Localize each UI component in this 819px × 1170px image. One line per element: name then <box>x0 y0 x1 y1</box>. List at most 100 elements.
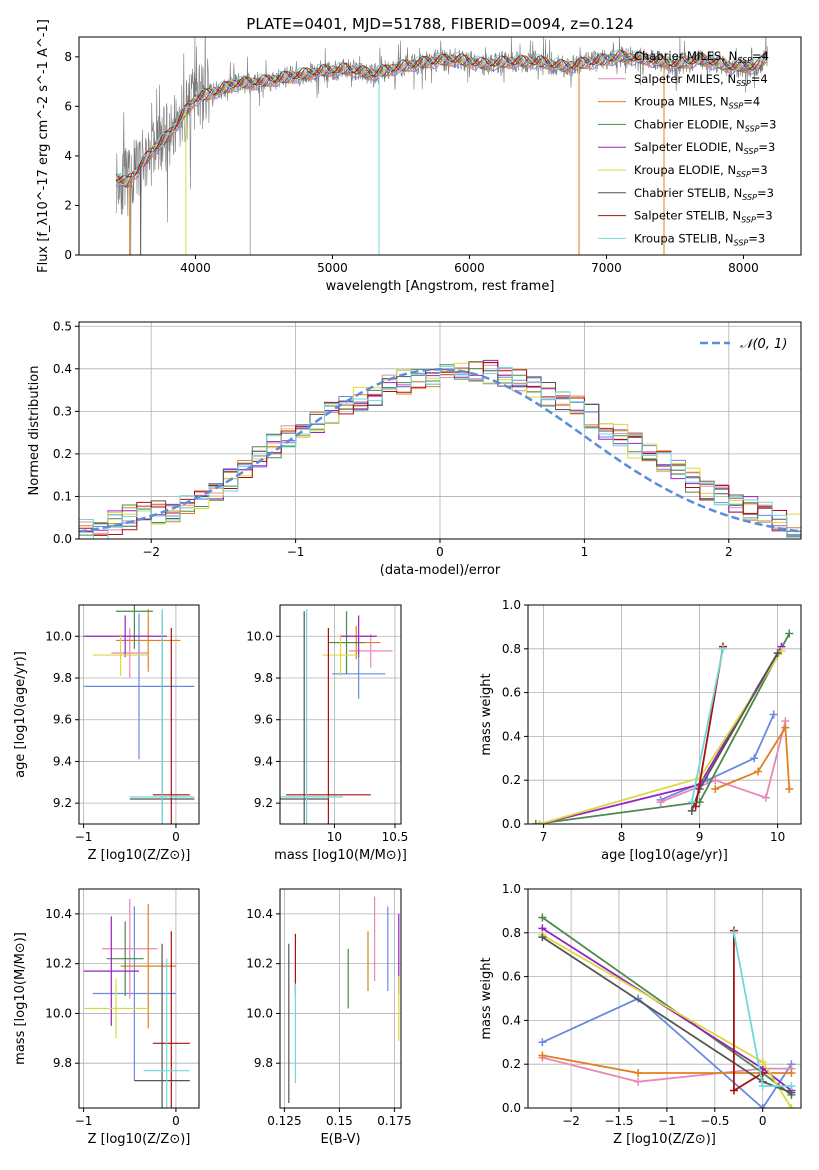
y-tick-label: 0.2 <box>502 1057 521 1071</box>
weight-marker-chabrier_stelib <box>773 649 782 658</box>
plot-area <box>79 359 801 539</box>
z-age-panel: −1 0 9.2 9.4 9.6 9.8 10.0 Z [log10(Z/Z⊙)] age [l… <box>13 604 200 863</box>
x-tick-label: −1 <box>287 545 305 559</box>
x-axis-label: Z [log10(Z/Z⊙)] <box>88 1132 191 1147</box>
weight-line-kroupa_stelib <box>690 648 724 803</box>
spectrum-legend: Chabrier MILES, NSSP=4 Salpeter MILES, NS… <box>598 49 776 247</box>
weight-marker-chabrier_elodie <box>538 913 547 922</box>
x-axis-label: mass [log10(M/M⊙)] <box>274 848 407 863</box>
legend-label-chabrier_stelib: Chabrier STELIB, NSSP=3 <box>634 186 774 202</box>
x-tick-label: 9 <box>696 830 704 844</box>
y-tick-label: 0.0 <box>53 532 72 546</box>
y-tick-label: 1.0 <box>502 882 521 896</box>
y-tick-label: 0.0 <box>502 1101 521 1115</box>
z-mass-panel: −1 0 9.8 10.0 10.2 10.4 Z [log10(Z/Z⊙)] mass [l… <box>13 888 200 1147</box>
y-tick-label: 10.0 <box>45 1006 72 1020</box>
x-tick-label: 8000 <box>728 261 759 275</box>
weight-marker-chabrier_miles <box>750 754 759 763</box>
weight-marker-chabrier_elodie <box>785 629 794 638</box>
y-tick-label: 10.4 <box>246 907 273 921</box>
x-tick-label: −1.5 <box>604 1114 633 1128</box>
weight-marker-salpeter_stelib <box>691 802 700 811</box>
y-tick-label: 1.0 <box>502 598 521 612</box>
residuals-panel: −2 −1 0 1 2 0.0 0.1 0.2 0.3 0.4 0.5 (data-model)/er… <box>27 319 802 578</box>
y-tick-label: 9.2 <box>53 796 72 810</box>
y-tick-label: 0.6 <box>502 970 521 984</box>
figure-title: PLATE=0401, MJD=51788, FIBERID=0094, z=0… <box>246 15 633 33</box>
y-tick-label: 10.0 <box>246 1006 273 1020</box>
axes-frame <box>78 36 802 256</box>
y-tick-label: 0 <box>64 248 72 262</box>
weight-marker-kroupa_miles <box>754 767 763 776</box>
legend-label-kroupa_elodie: Kroupa ELODIE, NSSP=3 <box>634 163 768 179</box>
y-tick-label: 9.8 <box>53 671 72 685</box>
y-axis-label: mass [log10(M/M⊙)] <box>13 932 28 1065</box>
weight-marker-kroupa_miles <box>711 784 720 793</box>
weight-line-salpeter_miles <box>660 720 787 803</box>
y-tick-label: 9.8 <box>254 1056 273 1070</box>
weight-marker-kroupa_stelib <box>787 1082 796 1091</box>
axes-frame <box>279 888 402 1109</box>
weight-marker-kroupa_stelib <box>758 1082 767 1091</box>
axes-frame <box>279 604 402 825</box>
weight-marker-kroupa_miles <box>781 723 790 732</box>
weight-marker-chabrier_miles <box>538 1038 547 1047</box>
x-tick-label: 7000 <box>591 261 622 275</box>
y-axis-label: Normed distribution <box>27 366 42 496</box>
plot-area <box>538 913 796 1108</box>
model-line-kroupa_stelib <box>115 49 768 181</box>
weight-marker-chabrier_stelib <box>538 933 547 942</box>
y-tick-label: 0.1 <box>53 489 72 503</box>
weight-marker-chabrier_miles <box>769 710 778 719</box>
gaussian-curve <box>79 368 801 533</box>
x-tick-label: −2 <box>562 1114 580 1128</box>
y-tick-label: 9.6 <box>254 713 273 727</box>
legend-label-chabrier_miles: Chabrier MILES, NSSP=4 <box>634 49 769 65</box>
x-axis-label: (data-model)/error <box>380 563 501 578</box>
y-tick-label: 9.8 <box>53 1056 72 1070</box>
x-tick-label: 2 <box>725 545 733 559</box>
x-axis-label: E(B-V) <box>320 1132 360 1147</box>
legend-label-kroupa_stelib: Kroupa STELIB, NSSP=3 <box>634 231 765 247</box>
x-tick-label: 10 <box>327 830 342 844</box>
weight-marker-kroupa_stelib <box>687 798 696 807</box>
x-axis-label: wavelength [Angstrom, rest frame] <box>326 279 555 294</box>
y-tick-label: 0.8 <box>502 926 521 940</box>
y-tick-label: 6 <box>64 99 72 113</box>
legend-label-salpeter_stelib: Salpeter STELIB, NSSP=3 <box>634 209 773 225</box>
model-line-kroupa_elodie <box>115 50 768 186</box>
x-tick-label: −1 <box>75 1114 93 1128</box>
y-tick-label: 2 <box>64 198 72 212</box>
weight-line-chabrier_miles <box>660 714 775 801</box>
y-tick-label: 0.2 <box>53 447 72 461</box>
y-tick-label: 10.0 <box>45 629 72 643</box>
y-tick-label: 8 <box>64 50 72 64</box>
x-tick-label: 0 <box>436 545 444 559</box>
plot-area <box>280 609 393 824</box>
weight-marker-salpeter_miles <box>761 793 770 802</box>
histogram-kroupa_stelib <box>79 366 801 539</box>
x-tick-label: 5000 <box>317 261 348 275</box>
axes-frame <box>78 321 802 540</box>
weight-marker-kroupa_stelib <box>729 928 738 937</box>
x-tick-label: 0 <box>172 1114 180 1128</box>
plot-area <box>83 898 190 1108</box>
weight-marker-kroupa_elodie <box>758 1058 767 1067</box>
x-tick-label: 8 <box>618 830 626 844</box>
x-tick-label: 7 <box>540 830 548 844</box>
legend-label-salpeter_miles: Salpeter MILES, NSSP=4 <box>634 72 768 88</box>
weight-marker-chabrier_miles <box>758 1104 767 1108</box>
z-weight-panel: −2 −1.5 −1 −0.5 0 0.0 0.2 0.4 0.6 0.8 1.0 Z [log10(… <box>479 882 802 1147</box>
weight-marker-salpeter_miles <box>656 798 665 807</box>
y-tick-label: 0.4 <box>53 362 72 376</box>
legend-label-kroupa_miles: Kroupa MILES, NSSP=4 <box>634 95 760 111</box>
weight-marker-salpeter_miles <box>711 776 720 785</box>
weight-marker-salpeter_miles <box>634 1077 643 1086</box>
weight-line-kroupa_miles <box>542 1054 792 1074</box>
plot-area <box>83 605 195 824</box>
legend-label-chabrier_elodie: Chabrier ELODIE, NSSP=3 <box>634 117 776 133</box>
weight-marker-kroupa_stelib <box>719 644 727 653</box>
y-tick-label: 0.5 <box>53 319 72 333</box>
x-tick-label: 0 <box>759 1114 767 1128</box>
